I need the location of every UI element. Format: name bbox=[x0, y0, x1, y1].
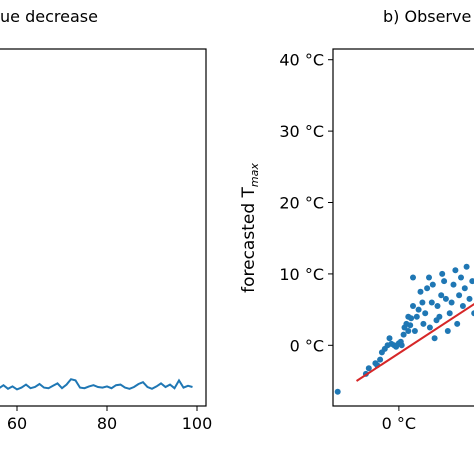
scatter-point bbox=[459, 303, 466, 309]
scatter-point bbox=[420, 320, 427, 327]
right-y-tick-label: 40 °C bbox=[279, 51, 324, 70]
y-axis-label-subscript: max bbox=[248, 163, 261, 187]
scatter-point bbox=[408, 315, 415, 322]
scatter-point bbox=[466, 295, 473, 302]
scatter-point bbox=[386, 335, 393, 342]
right-chart-panel: b) Observe 40 °C 30 °C 20 °C 10 °C 0 °C 0 °C… bbox=[239, 7, 474, 433]
scatter-point bbox=[461, 285, 468, 292]
scatter-point bbox=[439, 270, 446, 277]
scatter-point bbox=[454, 320, 461, 327]
right-y-tick-label: 0 °C bbox=[290, 336, 324, 355]
scatter-point bbox=[442, 295, 449, 302]
regression-line bbox=[355, 302, 474, 382]
scatter-point bbox=[407, 322, 414, 329]
right-x-ticks: 0 °C bbox=[382, 406, 416, 433]
scatter-point bbox=[444, 328, 451, 334]
scatter-point bbox=[436, 313, 443, 320]
scatter-point bbox=[446, 310, 453, 317]
scatter-point bbox=[434, 303, 441, 309]
scatter-point bbox=[458, 274, 464, 281]
left-x-tick-label: 60 bbox=[7, 414, 27, 433]
scatter-point bbox=[426, 274, 432, 281]
scatter-point bbox=[398, 342, 405, 349]
scatter-point bbox=[441, 278, 448, 285]
left-x-tick-label: 100 bbox=[182, 414, 213, 433]
scatter-point bbox=[450, 281, 457, 288]
scatter-point bbox=[422, 310, 429, 317]
scatter-point bbox=[429, 281, 436, 288]
scatter-point bbox=[463, 263, 470, 270]
left-plot-frame bbox=[0, 48, 207, 407]
scatter-point bbox=[469, 278, 474, 285]
scatter-point bbox=[413, 313, 420, 320]
scatter-point bbox=[419, 299, 426, 306]
scatter-point bbox=[426, 324, 433, 331]
scatter-point bbox=[411, 328, 418, 334]
right-scatter-points bbox=[334, 263, 474, 395]
scatter-point bbox=[448, 299, 455, 306]
right-plot-frame bbox=[332, 48, 474, 407]
right-chart-title: b) Observe bbox=[383, 7, 471, 26]
scatter-point bbox=[417, 288, 424, 295]
left-series-line bbox=[0, 378, 193, 391]
scatter-point bbox=[334, 388, 341, 395]
scatter-point bbox=[405, 328, 412, 334]
scatter-point bbox=[365, 365, 372, 372]
right-y-ticks: 40 °C 30 °C 20 °C 10 °C 0 °C bbox=[279, 51, 333, 355]
scatter-point bbox=[456, 292, 463, 299]
scatter-point bbox=[415, 306, 422, 313]
right-x-tick-label: 0 °C bbox=[382, 414, 416, 433]
left-x-ticks: 60 80 100 bbox=[7, 406, 212, 433]
left-x-tick-label: 80 bbox=[97, 414, 117, 433]
left-chart-panel: ue decrease 60 80 100 bbox=[0, 7, 212, 433]
scatter-point bbox=[410, 303, 416, 309]
right-y-tick-label: 30 °C bbox=[279, 122, 324, 141]
scatter-point bbox=[438, 292, 445, 299]
scatter-point bbox=[431, 335, 438, 342]
scatter-point bbox=[428, 299, 435, 306]
scatter-point bbox=[471, 310, 474, 317]
right-y-tick-label: 10 °C bbox=[279, 265, 324, 284]
y-axis-label-main: forecasted T bbox=[239, 186, 259, 292]
right-y-tick-label: 20 °C bbox=[279, 194, 324, 213]
left-chart-title: ue decrease bbox=[0, 7, 98, 26]
scatter-point bbox=[410, 274, 416, 281]
right-y-axis-label: forecasted Tmax bbox=[239, 163, 261, 293]
scatter-point bbox=[377, 356, 384, 363]
scatter-point bbox=[452, 267, 459, 274]
scatter-point bbox=[400, 331, 407, 338]
scatter-point bbox=[424, 285, 431, 292]
